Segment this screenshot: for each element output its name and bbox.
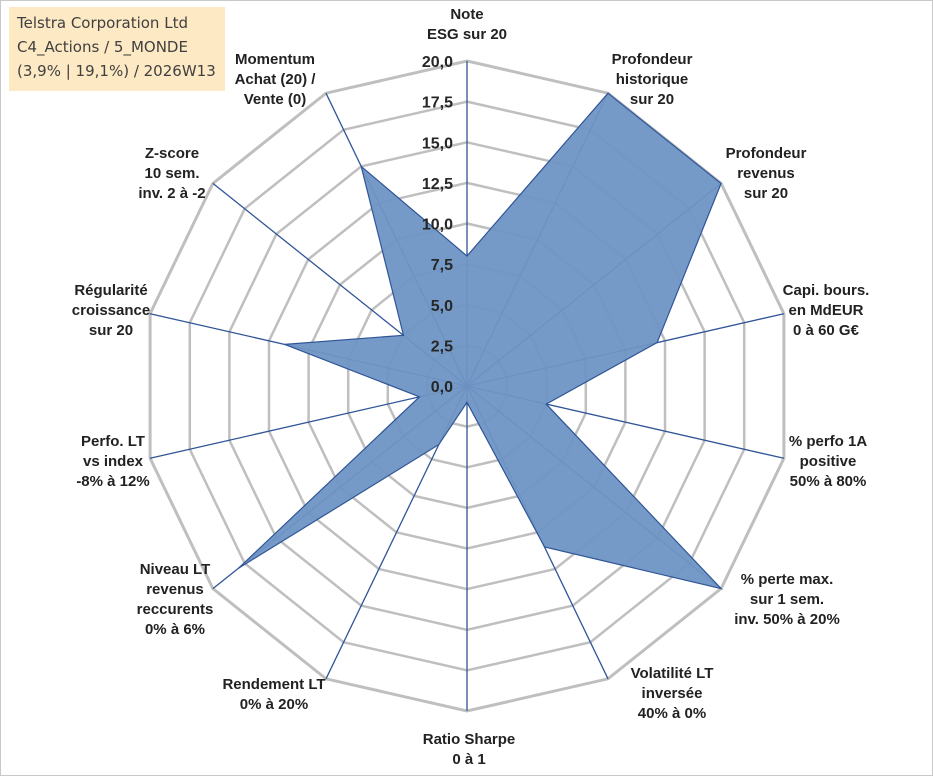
axis-label-6: Volatilité LT inversée 40% à 0%: [631, 664, 714, 724]
axis-label-2: Profondeur revenus sur 20: [726, 144, 807, 204]
radar-series: [237, 92, 723, 590]
tick-label-2: 5,0: [431, 298, 453, 315]
axis-label-line: -8% à 12%: [76, 473, 150, 490]
tick-label-5: 12,5: [422, 176, 453, 193]
axis-label-3: Capi. bours. en MdEUR 0 à 60 G€: [783, 281, 870, 341]
spoke-10: [149, 385, 468, 459]
axis-label-8: Rendement LT 0% à 20%: [222, 675, 325, 715]
axis-label-line: 40% à 0%: [637, 705, 707, 722]
axis-label-line: Capi. bours.: [782, 282, 870, 299]
tick-label-7: 17,5: [422, 95, 453, 112]
info-stats: (3,9% | 19,1%) / 2026W13: [17, 62, 216, 80]
axis-label-1: Profondeur historique sur 20: [612, 50, 693, 110]
axis-label-line: vs index: [82, 453, 144, 470]
axis-label-line: Niveau LT: [139, 561, 211, 578]
axis-label-line: Achat (20) /: [234, 71, 316, 88]
axis-label-line: inv. 50% à 20%: [734, 611, 840, 628]
axis-label-13: Momentum Achat (20) / Vente (0): [235, 50, 316, 110]
axis-label-11: Régularité croissance sur 20: [72, 281, 150, 341]
axis-label-line: % perfo 1A: [788, 433, 868, 450]
axis-label-line: sur 20: [629, 91, 675, 108]
radial-tick-labels: 0,0 2,5 5,0 7,5 10,0 12,5 15,0 17,5 20,0: [422, 54, 453, 396]
axis-label-line: sur 20: [743, 185, 789, 202]
axis-label-line: 50% à 80%: [789, 473, 867, 490]
axis-label-line: % perte max.: [740, 571, 834, 588]
axis-label-line: Note: [450, 6, 484, 23]
axis-label-line: Vente (0): [243, 91, 307, 108]
axis-label-line: Momentum: [234, 51, 315, 68]
axis-label-line: Ratio Sharpe: [422, 731, 516, 748]
axis-label-line: reccurents: [136, 601, 214, 618]
axis-label-7: Ratio Sharpe 0 à 1: [423, 730, 516, 770]
axis-label-4: % perfo 1A positive 50% à 80%: [789, 432, 867, 492]
axis-label-line: positive: [799, 453, 857, 470]
axis-label-line: Volatilité LT: [630, 665, 714, 682]
axis-label-9: Niveau LT revenus reccurents 0% à 6%: [137, 560, 214, 640]
axis-label-5: % perte max. sur 1 sem. inv. 50% à 20%: [734, 570, 840, 630]
axis-label-line: inversée: [641, 685, 703, 702]
axis-label-line: 0 à 1: [452, 751, 486, 768]
axis-label-line: 0 à 60 G€: [793, 322, 859, 339]
axis-label-line: croissance: [71, 302, 151, 319]
axis-label-12: Z-score 10 sem. inv. 2 à -2: [138, 144, 205, 204]
axis-label-line: 0% à 6%: [144, 621, 206, 638]
axis-label-line: Z-score: [144, 145, 200, 162]
tick-label-6: 15,0: [422, 135, 453, 152]
axis-label-line: en MdEUR: [788, 302, 864, 319]
axis-label-line: sur 1 sem.: [749, 591, 825, 608]
tick-label-4: 10,0: [422, 217, 453, 234]
axis-label-line: Profondeur: [725, 145, 807, 162]
axis-label-line: Profondeur: [611, 51, 693, 68]
tick-label-8: 20,0: [422, 54, 453, 71]
info-box: Telstra Corporation Ltd C4_Actions / 5_M…: [9, 7, 225, 91]
axis-label-line: 0% à 20%: [239, 696, 309, 713]
axis-label-line: revenus: [146, 581, 204, 598]
axis-label-0: Note ESG sur 20: [427, 5, 507, 45]
axis-label-line: Perfo. LT: [81, 433, 145, 450]
axis-label-line: historique: [615, 71, 689, 88]
axis-label-line: ESG sur 20: [426, 26, 508, 43]
info-category: C4_Actions / 5_MONDE: [17, 38, 188, 56]
tick-label-0: 0,0: [431, 379, 453, 396]
axis-label-line: revenus: [737, 165, 795, 182]
tick-label-1: 2,5: [431, 338, 453, 355]
axis-label-line: sur 20: [88, 322, 134, 339]
info-company: Telstra Corporation Ltd: [17, 14, 188, 32]
axis-label-line: Rendement LT: [222, 676, 326, 693]
axis-label-line: inv. 2 à -2: [138, 185, 206, 202]
tick-label-3: 7,5: [431, 257, 453, 274]
axis-label-line: Régularité: [74, 282, 148, 299]
axis-label-line: 10 sem.: [144, 165, 200, 182]
axis-label-10: Perfo. LT vs index -8% à 12%: [76, 432, 149, 492]
series-area-0: [237, 92, 723, 590]
